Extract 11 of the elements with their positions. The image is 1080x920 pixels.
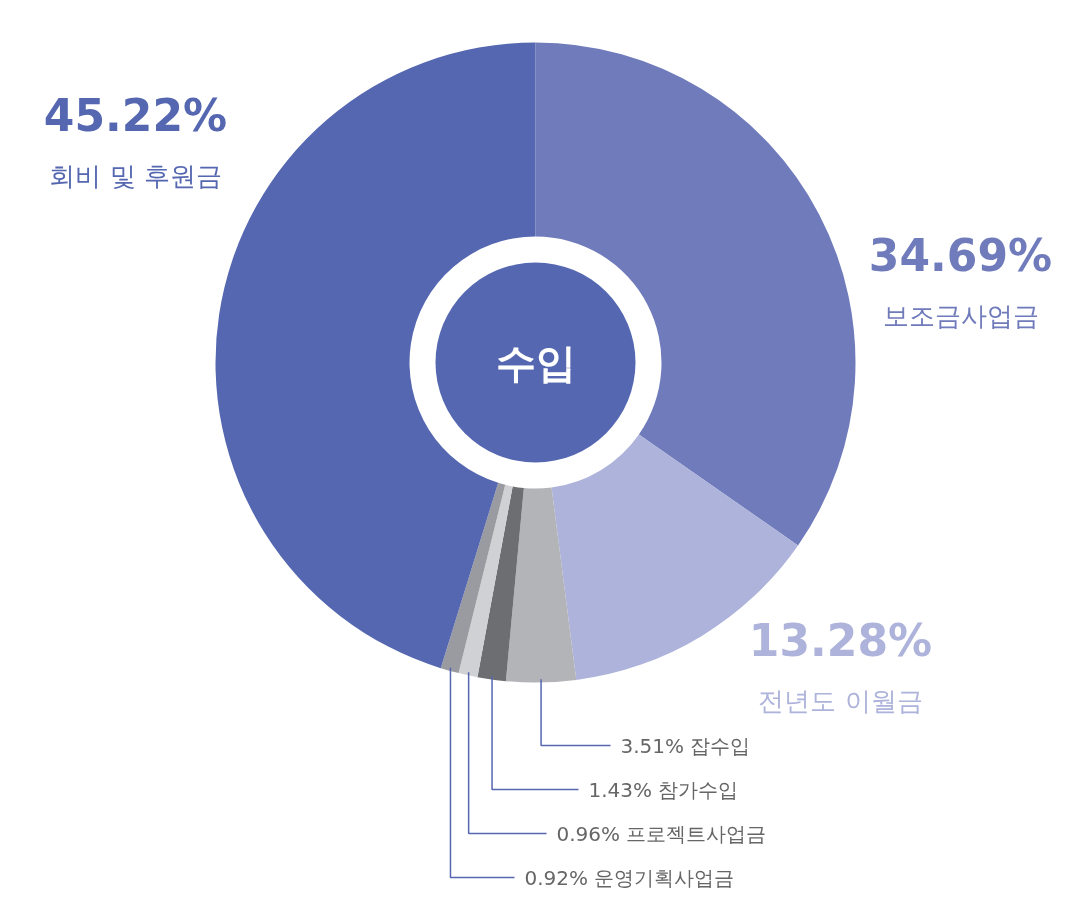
slice-label: 0.96% 프로젝트사업금: [556, 821, 767, 846]
text: 수입: [495, 339, 576, 386]
data-label: 34.69%: [868, 230, 1053, 281]
slice-label: 보조금사업금: [882, 300, 1039, 331]
slice-label: 1.43% 참가수입: [588, 777, 739, 802]
slice-label: 전년도 이월금: [758, 685, 923, 716]
slice-label: 회비 및 후원금: [49, 160, 222, 191]
slice-label: 0.92% 운영기획사업금: [524, 865, 735, 890]
data-label: 45.22%: [43, 90, 228, 141]
data-label: 13.28%: [748, 615, 933, 666]
slice-label: 3.51% 잡수입: [620, 733, 751, 758]
